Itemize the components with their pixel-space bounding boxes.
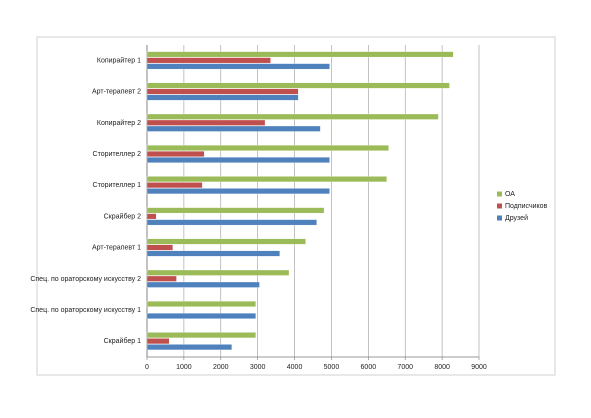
bar [146, 213, 157, 220]
bar [146, 82, 450, 89]
bar [146, 51, 454, 58]
bar [146, 57, 271, 64]
bar [146, 88, 299, 95]
bar [146, 344, 232, 351]
bar [146, 113, 439, 120]
bar [146, 238, 306, 245]
legend-swatch [497, 203, 502, 209]
bar [146, 119, 266, 126]
bar [146, 338, 170, 345]
bar [146, 313, 256, 319]
legend-label: Подписчиков [505, 203, 548, 210]
y-tick-label: Спец. по ораторскому искусству 2 [30, 276, 141, 283]
bar [146, 332, 256, 339]
x-tick-label: 9000 [471, 364, 487, 371]
x-tick-label: 7000 [397, 364, 413, 371]
y-tick-label: Спец. по ораторскому искусству 1 [30, 307, 141, 314]
bar [146, 275, 177, 282]
legend-label: ОА [505, 191, 515, 198]
bar [146, 301, 256, 307]
y-tick-label: Арт-терапевт 2 [92, 89, 141, 96]
bar [146, 269, 290, 276]
y-tick-label: Сторителлер 1 [93, 182, 142, 189]
bar [146, 219, 317, 226]
y-tick-label: Скрайбер 1 [104, 337, 141, 345]
bar [146, 176, 387, 183]
bar [146, 63, 330, 70]
x-tick-label: 1000 [176, 364, 192, 371]
legend-swatch [497, 191, 502, 197]
y-tick-label: Арт-терапевт 1 [92, 245, 141, 252]
x-tick-label: 2000 [213, 364, 229, 371]
x-tick-label: 8000 [434, 364, 450, 371]
bar [146, 281, 260, 288]
bar [146, 244, 173, 251]
x-tick-label: 3000 [250, 364, 266, 371]
bar [146, 151, 205, 157]
legend-label: Друзей [505, 214, 528, 222]
x-tick-label: 0 [145, 364, 149, 371]
bar [146, 182, 203, 189]
bar [146, 125, 321, 132]
y-tick-label: Скрайбер 2 [104, 212, 141, 220]
legend-swatch [497, 215, 502, 221]
bar [146, 94, 299, 101]
bar [146, 157, 330, 163]
bar [146, 250, 280, 257]
y-tick-label: Копирайтер 2 [97, 119, 141, 127]
bar [146, 145, 389, 151]
y-tick-label: Сторителлер 2 [93, 151, 142, 158]
y-tick-label: Копирайтер 1 [97, 56, 141, 64]
bar [146, 188, 330, 195]
x-tick-label: 5000 [324, 364, 340, 371]
x-tick-label: 6000 [361, 364, 377, 371]
x-tick-label: 4000 [287, 364, 303, 371]
bar [146, 207, 325, 214]
